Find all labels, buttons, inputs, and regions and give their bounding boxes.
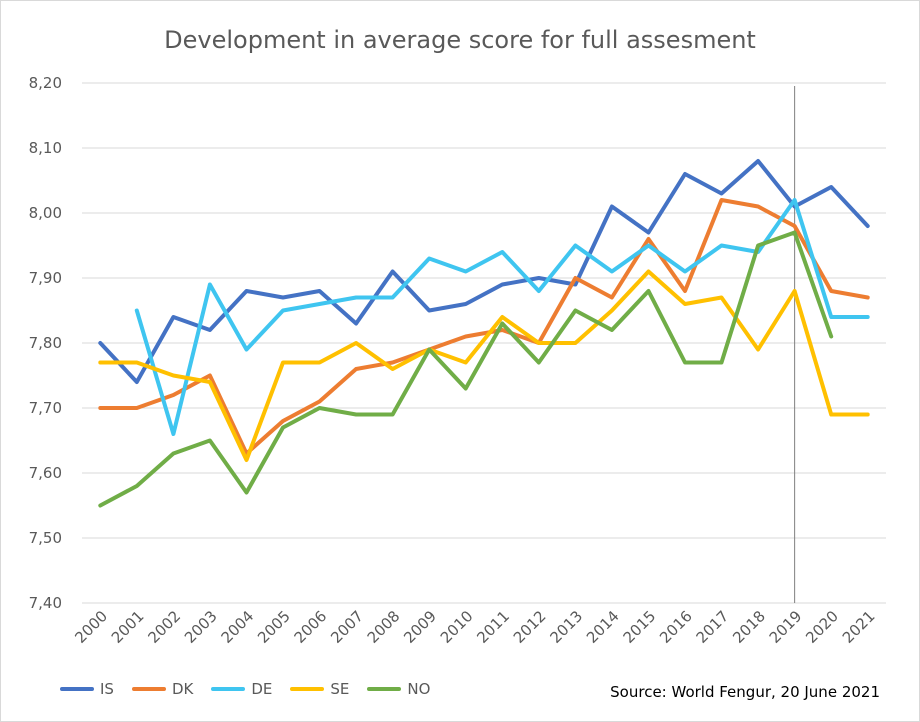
series-line-dk — [98, 198, 870, 456]
x-tick-label: 2001 — [108, 607, 148, 647]
x-tick-label: 2018 — [729, 607, 769, 647]
y-tick-label: 7,60 — [29, 464, 62, 482]
chart-title: Development in average score for full as… — [164, 26, 756, 54]
legend-item-se: SE — [290, 680, 349, 698]
y-tick-label: 8,00 — [29, 204, 62, 222]
y-tick-label: 8,20 — [29, 74, 62, 92]
legend-label: SE — [330, 680, 350, 698]
legend-swatch — [60, 687, 94, 691]
x-tick-label: 2007 — [327, 607, 367, 647]
x-tick-label: 2004 — [218, 607, 258, 647]
legend-item-de: DE — [211, 680, 272, 698]
x-tick-label: 2010 — [437, 607, 477, 647]
x-tick-label: 2009 — [400, 607, 440, 647]
x-tick-label: 2005 — [254, 607, 294, 647]
legend-label: DK — [171, 680, 194, 698]
legend-swatch — [290, 687, 325, 691]
x-tick-label: 2013 — [546, 607, 586, 647]
x-tick-label: 2006 — [291, 607, 331, 647]
legend-swatch — [131, 687, 166, 691]
legend-item-dk: DK — [131, 680, 194, 698]
legend-item-is: IS — [60, 680, 114, 698]
y-tick-label: 7,80 — [29, 334, 62, 352]
x-tick-label: 2000 — [71, 607, 111, 647]
legend-swatch — [211, 687, 246, 691]
series-line-se — [98, 269, 870, 462]
y-tick-label: 7,70 — [29, 399, 62, 417]
x-tick-label: 2014 — [583, 607, 623, 647]
x-tick-label: 2015 — [620, 607, 660, 647]
x-tick-label: 2003 — [181, 607, 221, 647]
x-tick-label: 2016 — [656, 607, 696, 647]
y-tick-label: 7,90 — [29, 269, 62, 287]
y-tick-label: 7,40 — [29, 594, 62, 612]
legend-label: IS — [100, 680, 114, 698]
x-tick-label: 2012 — [510, 607, 550, 647]
x-tick-label: 2008 — [364, 607, 404, 647]
x-tick-label: 2002 — [144, 607, 184, 647]
legend-label: NO — [407, 680, 431, 698]
series-line-is — [98, 159, 870, 384]
y-tick-label: 8,10 — [29, 139, 62, 157]
x-tick-label: 2019 — [766, 607, 806, 647]
legend: IS DK DE SE NO — [60, 680, 430, 698]
series-line-de — [134, 198, 870, 436]
x-tick-label: 2020 — [802, 607, 842, 647]
x-tick-label: 2011 — [473, 607, 513, 647]
legend-label: DE — [251, 680, 273, 698]
x-tick-label: 2017 — [693, 607, 733, 647]
series-line-no — [98, 230, 834, 508]
legend-item-no: NO — [367, 680, 430, 698]
y-tick-label: 7,50 — [29, 529, 62, 547]
legend-swatch — [367, 687, 402, 691]
x-tick-label: 2021 — [839, 607, 879, 647]
source-note: Source: World Fengur, 20 June 2021 — [610, 683, 880, 701]
